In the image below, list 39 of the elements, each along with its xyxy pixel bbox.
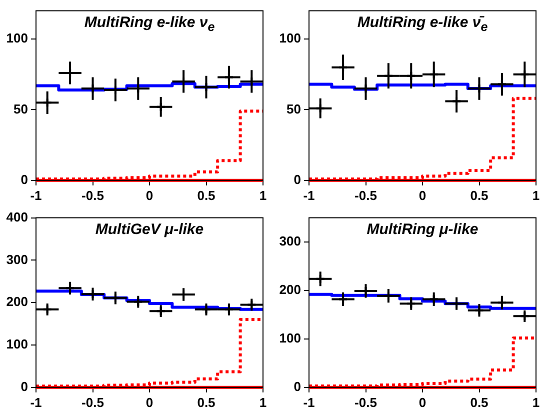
x-tick-label: 1	[532, 394, 540, 410]
x-tick-label: 0	[418, 188, 426, 203]
chart-title: MultiGeV μ-like	[94, 221, 205, 238]
x-tick-label: 0	[146, 188, 154, 203]
y-tick-label: 200	[279, 282, 301, 298]
x-tick-label: -1	[30, 394, 42, 410]
y-tick-label: 100	[279, 30, 301, 46]
y-tick-label: 0	[294, 172, 301, 187]
x-tick-label: 1	[259, 188, 267, 203]
y-tick-label: 400	[6, 209, 28, 224]
chart-title: MultiRing e-like ν̄$_{e}$	[356, 14, 489, 34]
x-tick-label: 0.5	[470, 188, 488, 203]
y-tick-label: 100	[6, 30, 28, 46]
y-tick-label: 0	[20, 172, 28, 187]
x-tick-label: 0.5	[470, 394, 488, 410]
x-tick-label: -0.5	[354, 188, 377, 203]
x-tick-label: 0	[146, 394, 154, 410]
x-tick-label: 0.5	[197, 188, 216, 203]
x-tick-label: -1	[303, 394, 315, 410]
y-tick-label: 0	[20, 378, 28, 394]
x-tick-label: 0	[418, 394, 426, 410]
chart-title: MultiRing μ-like	[366, 221, 480, 238]
y-tick-label: 300	[6, 252, 28, 267]
x-tick-label: 1	[532, 188, 540, 203]
y-tick-label: 100	[6, 336, 28, 352]
x-tick-label: 0.5	[197, 394, 216, 410]
x-tick-label: -1	[30, 188, 42, 203]
y-tick-label: 0	[294, 378, 301, 394]
x-tick-label: 1	[259, 394, 267, 410]
y-tick-label: 300	[279, 234, 301, 249]
y-tick-label: 50	[14, 101, 28, 116]
chart-title: MultiRing e-like ν$_{e}$	[83, 14, 216, 34]
y-tick-label: 200	[6, 294, 28, 310]
y-tick-label: 50	[286, 101, 301, 116]
x-tick-label: -1	[303, 188, 315, 203]
x-tick-label: -0.5	[82, 394, 104, 410]
y-tick-label: 100	[279, 330, 301, 346]
x-tick-label: -0.5	[354, 394, 377, 410]
x-tick-label: -0.5	[82, 188, 104, 203]
